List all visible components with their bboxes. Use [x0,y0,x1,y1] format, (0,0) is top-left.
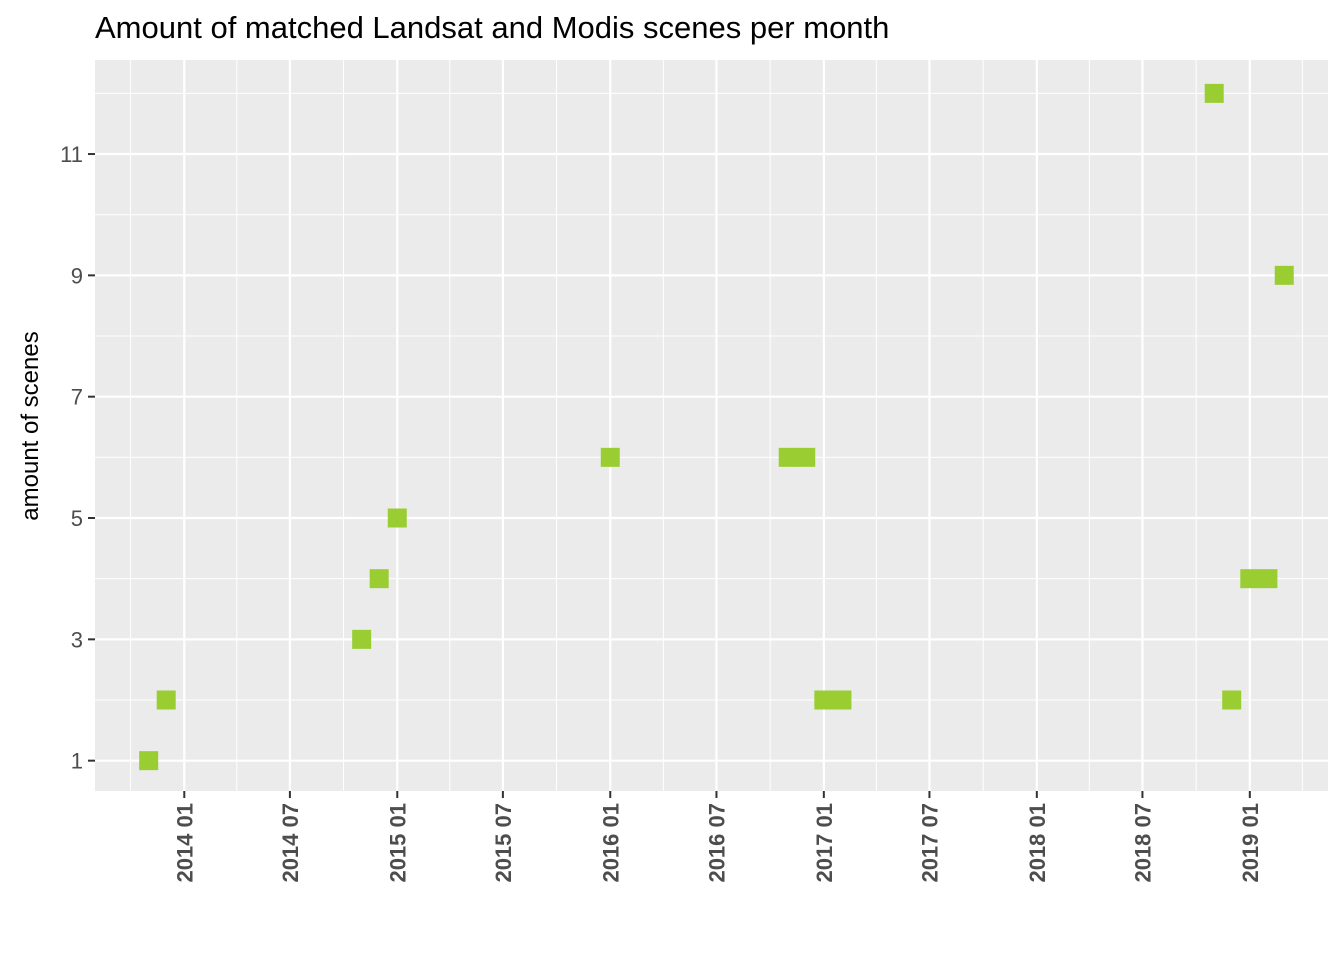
y-axis-title: amount of scenes [17,331,44,520]
x-tick-label: 2017 01 [812,803,837,883]
major-gridlines [95,60,1328,791]
y-tick-label: 3 [71,627,83,652]
data-point [1204,83,1224,103]
x-tick-label: 2016 07 [704,803,729,883]
chart-title: Amount of matched Landsat and Modis scen… [95,10,890,45]
x-axis: 2014 01 2014 07 2015 01 2015 07 2016 01 2016 … [172,791,1263,883]
data-point [1240,569,1260,589]
plot-panel [95,60,1328,791]
x-tick-label: 2015 01 [385,803,410,883]
x-tick-label: 2018 07 [1130,803,1155,883]
data-point [796,447,816,467]
y-tick-label: 9 [71,263,83,288]
data-point [814,690,834,710]
data-point [832,690,852,710]
data-point [1274,265,1294,285]
data-point [352,629,372,649]
minor-gridlines [95,60,1328,791]
data-points [139,83,1294,771]
y-tick-label: 1 [71,749,83,774]
x-tick-label: 2018 01 [1025,803,1050,883]
data-point [778,447,798,467]
x-tick-label: 2016 01 [598,803,623,883]
x-tick-label: 2015 07 [491,803,516,883]
y-tick-label: 5 [71,506,83,531]
data-point [1258,569,1278,589]
data-point [387,508,407,528]
x-tick-label: 2017 07 [917,803,942,883]
x-tick-label: 2014 07 [278,803,303,883]
data-point [369,569,389,589]
x-tick-label: 2014 01 [172,803,197,883]
y-tick-label: 11 [60,142,83,167]
data-point [1222,690,1242,710]
x-tick-label: 2019 01 [1238,803,1263,883]
y-tick-label: 7 [71,385,83,410]
data-point [156,690,176,710]
data-point [139,751,159,771]
data-point [600,447,620,467]
y-axis: 1 3 5 7 9 11 [60,142,95,774]
